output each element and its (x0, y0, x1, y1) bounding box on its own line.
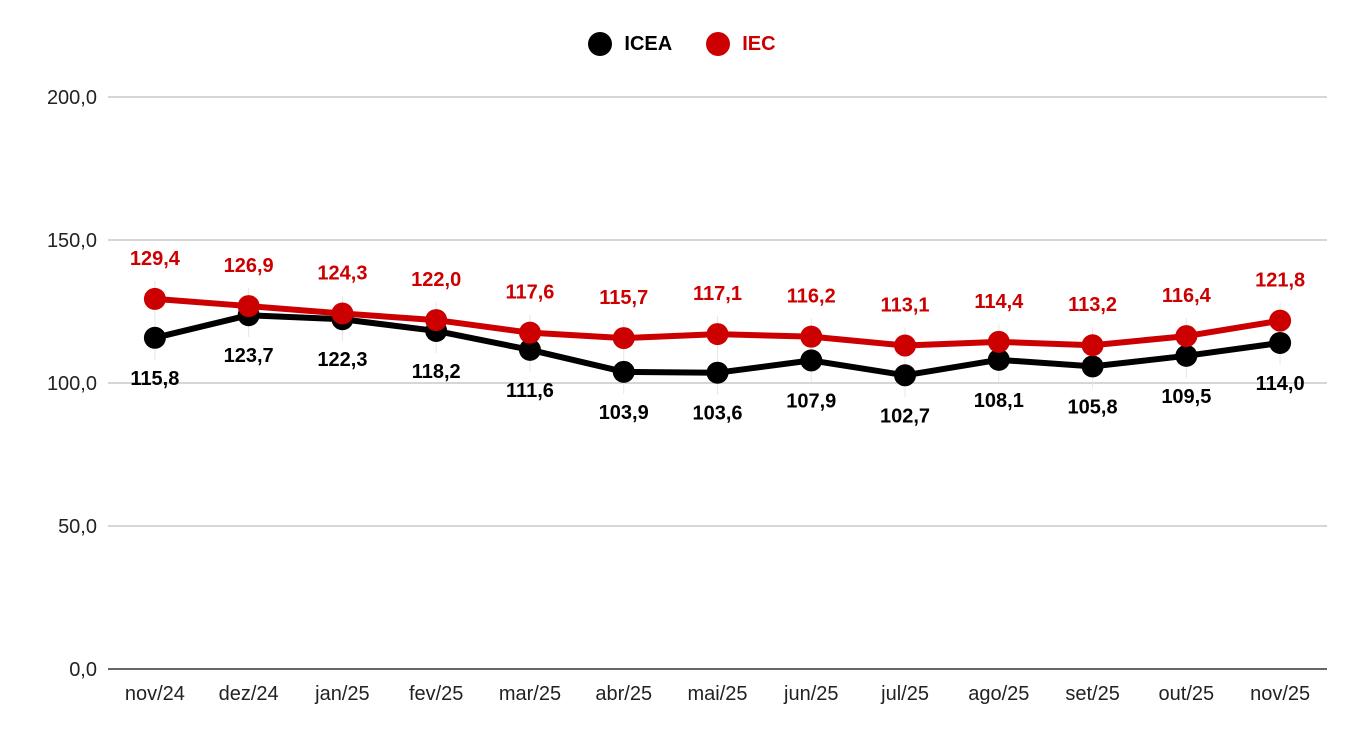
x-tick-label: ago/25 (968, 683, 1029, 705)
data-label-iec: 114,4 (974, 291, 1024, 313)
data-point-icea (1081, 355, 1104, 378)
data-point-iec (1175, 325, 1198, 348)
x-tick-label: mai/25 (687, 683, 747, 705)
data-label-iec: 113,2 (1068, 294, 1117, 316)
legend-label-icea: ICEA (624, 32, 673, 55)
data-point-icea (894, 364, 917, 387)
data-label-icea: 111,6 (506, 380, 554, 402)
data-point-iec (894, 334, 917, 357)
legend-item-iec: IEC (706, 32, 776, 56)
x-tick-label: dez/24 (219, 683, 279, 705)
x-tick-label: fev/25 (409, 683, 463, 705)
legend-marker-iec (706, 32, 731, 56)
data-point-icea (987, 348, 1010, 371)
data-point-icea (518, 338, 541, 361)
data-point-iec (987, 330, 1010, 353)
data-point-icea (143, 326, 166, 349)
data-point-iec (612, 327, 635, 350)
data-label-icea: 107,9 (786, 390, 836, 412)
data-point-iec (800, 325, 823, 348)
data-point-icea (1175, 344, 1198, 367)
data-label-icea: 103,9 (599, 402, 649, 424)
data-label-iec: 116,4 (1162, 285, 1212, 307)
data-point-iec (1269, 309, 1292, 332)
data-point-iec (331, 302, 354, 325)
chart-legend: ICEA IEC (0, 32, 1364, 56)
y-tick-label: 150,0 (47, 230, 97, 252)
data-point-iec (143, 287, 166, 310)
x-tick-label: set/25 (1065, 683, 1119, 705)
data-label-icea: 118,2 (412, 361, 461, 383)
data-label-icea: 108,1 (974, 390, 1024, 412)
y-tick-label: 50,0 (58, 516, 97, 538)
data-label-iec: 115,7 (599, 287, 648, 309)
y-tick-label: 100,0 (47, 373, 97, 395)
legend-item-icea: ICEA (588, 32, 672, 56)
data-label-icea: 123,7 (224, 345, 274, 367)
data-label-icea: 103,6 (692, 403, 742, 425)
data-label-iec: 117,6 (505, 282, 554, 304)
data-point-iec (518, 321, 541, 344)
x-tick-label: nov/24 (125, 683, 185, 705)
x-tick-label: nov/25 (1250, 683, 1310, 705)
data-label-icea: 109,5 (1161, 386, 1211, 408)
x-tick-label: mar/25 (499, 683, 561, 705)
legend-marker-icea (588, 32, 613, 56)
y-tick-label: 200,0 (47, 87, 97, 109)
x-tick-label: abr/25 (595, 683, 652, 705)
data-point-iec (1081, 334, 1104, 357)
data-label-iec: 129,4 (130, 248, 181, 270)
data-point-icea (800, 349, 823, 372)
data-point-iec (706, 323, 729, 346)
data-point-icea (1269, 331, 1292, 354)
x-tick-label: jul/25 (880, 683, 929, 705)
data-label-icea: 122,3 (317, 349, 367, 371)
data-point-iec (237, 295, 260, 318)
data-label-iec: 124,3 (317, 263, 367, 285)
data-label-iec: 121,8 (1255, 270, 1305, 292)
x-tick-label: jun/25 (783, 683, 839, 705)
data-label-icea: 114,0 (1256, 373, 1305, 395)
data-label-iec: 116,2 (787, 286, 836, 308)
x-tick-label: out/25 (1159, 683, 1215, 705)
y-tick-label: 0,0 (69, 659, 97, 681)
legend-label-iec: IEC (742, 32, 776, 55)
data-point-iec (425, 309, 448, 332)
data-point-icea (612, 360, 635, 383)
data-label-iec: 122,0 (411, 269, 461, 291)
data-label-iec: 113,1 (881, 295, 930, 317)
data-label-icea: 105,8 (1068, 396, 1118, 418)
data-label-iec: 126,9 (224, 255, 274, 277)
x-tick-label: jan/25 (314, 683, 370, 705)
data-label-iec: 117,1 (693, 283, 742, 305)
data-label-icea: 102,7 (880, 405, 930, 427)
data-point-icea (706, 361, 729, 384)
data-label-icea: 115,8 (130, 368, 179, 390)
